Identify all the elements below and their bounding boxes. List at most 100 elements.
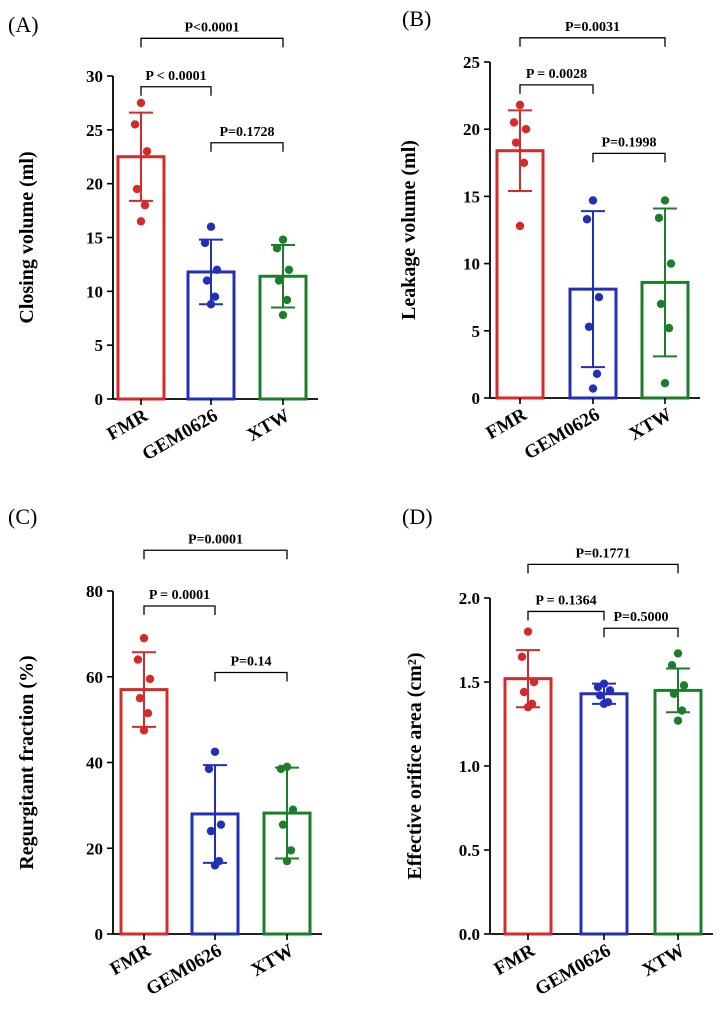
y-tick-label: 20: [86, 175, 103, 194]
data-point: [139, 633, 149, 643]
p-value-label: P=0.1998: [601, 135, 656, 150]
data-point: [282, 856, 292, 866]
data-point: [517, 652, 527, 661]
data-point: [523, 703, 533, 712]
y-axis-title: Regurgitant fraction (%): [16, 655, 38, 869]
x-tick-label-fmr: FMR: [104, 405, 152, 445]
data-point: [667, 661, 677, 670]
data-point: [679, 681, 689, 690]
data-point: [206, 222, 216, 231]
data-point: [284, 265, 294, 274]
p-value-label: P=0.1771: [575, 546, 630, 561]
significance-bracket: [519, 84, 594, 94]
data-point: [673, 716, 683, 725]
data-point: [278, 310, 288, 320]
data-point: [206, 300, 216, 309]
data-point: [654, 213, 664, 223]
data-point: [216, 820, 226, 829]
data-point: [272, 244, 282, 253]
p-value-label: P = 0.1364: [535, 593, 596, 608]
chart-panel-3: (C) 0 20 40 60 80 Regurgitant fraction (%) FMRG…: [8, 504, 322, 1000]
data-point: [202, 276, 212, 285]
significance-bracket: [603, 627, 679, 638]
data-point: [135, 693, 145, 703]
y-axis-title: Closing volume (ml): [16, 151, 38, 323]
x-tick-label-xtw: XTW: [626, 404, 676, 445]
y-tick-label: 20: [463, 120, 480, 139]
y-tick-label: 80: [86, 582, 103, 601]
y-tick-label: 30: [86, 67, 103, 86]
data-point: [204, 764, 214, 774]
data-point: [200, 238, 210, 248]
data-point: [145, 674, 155, 684]
data-point: [206, 826, 216, 836]
data-point: [212, 265, 222, 274]
y-tick-label: 40: [86, 754, 103, 773]
x-tick-label-fmr: FMR: [107, 940, 155, 980]
data-point: [677, 706, 687, 715]
p-value-label: P<0.0001: [184, 20, 239, 35]
data-point: [582, 215, 592, 224]
data-point: [133, 655, 143, 664]
chart-panel-4: (D) 0.0 0.5 1.0 1.5 2.0 Effective orifice area…: [402, 504, 713, 1000]
panel-label: (A): [8, 12, 39, 37]
data-point: [143, 708, 153, 718]
y-tick-label: 10: [463, 255, 480, 274]
y-tick-label: 25: [86, 121, 103, 140]
data-point: [669, 689, 679, 698]
data-point: [278, 235, 288, 244]
y-tick-label: 0: [95, 390, 104, 409]
y-tick-label: 15: [86, 229, 103, 248]
significance-bracket: [214, 671, 288, 682]
significance-bracket: [592, 152, 666, 163]
data-point: [588, 384, 598, 393]
x-tick-label-gem0626: GEM0626: [143, 940, 226, 1000]
data-point: [673, 649, 683, 658]
significance-bracket: [527, 563, 679, 574]
data-point: [664, 323, 674, 333]
y-tick-label: 1.5: [459, 673, 480, 692]
data-point: [515, 100, 525, 110]
bar-gem0626: [579, 692, 629, 936]
data-point: [276, 764, 286, 774]
y-tick-label: 5: [472, 322, 481, 341]
data-point: [660, 196, 670, 205]
p-value-label: P=0.0031: [565, 20, 620, 35]
data-point: [140, 201, 150, 210]
y-tick-label: 5: [95, 336, 104, 355]
data-point: [210, 861, 220, 870]
data-point: [511, 138, 521, 147]
panel-label: (B): [402, 6, 431, 31]
panel-label: (C): [8, 504, 37, 529]
data-point: [593, 682, 603, 692]
data-point: [605, 686, 615, 695]
y-tick-label: 0.5: [459, 841, 480, 860]
data-point: [594, 293, 604, 302]
data-point: [599, 699, 609, 709]
y-tick-label: 0: [472, 389, 481, 408]
data-point: [660, 379, 670, 388]
data-point: [519, 687, 529, 697]
chart-panel-2: (B) 0 5 10 15 20 25 Leakage volume (ml) FMRGEM06…: [398, 6, 700, 464]
p-value-label: P=0.0001: [188, 532, 243, 547]
data-point: [139, 726, 149, 735]
x-tick-label-xtw: XTW: [639, 940, 689, 981]
data-point: [282, 295, 292, 305]
y-axis-title: Leakage volume (ml): [398, 140, 420, 320]
y-tick-label: 1.0: [459, 757, 480, 776]
data-point: [136, 98, 146, 108]
y-tick-label: 2.0: [459, 589, 480, 608]
x-tick-label-gem0626: GEM0626: [532, 940, 615, 1000]
data-point: [592, 369, 602, 379]
data-point: [210, 747, 220, 756]
data-point: [588, 196, 598, 205]
data-point: [132, 184, 142, 194]
significance-bracket: [140, 86, 212, 96]
data-point: [274, 276, 284, 285]
data-point: [515, 221, 525, 231]
x-tick-label-xtw: XTW: [244, 405, 294, 446]
data-point: [509, 118, 519, 127]
bar-xtw: [653, 688, 703, 936]
panel-label: (D): [402, 504, 433, 529]
